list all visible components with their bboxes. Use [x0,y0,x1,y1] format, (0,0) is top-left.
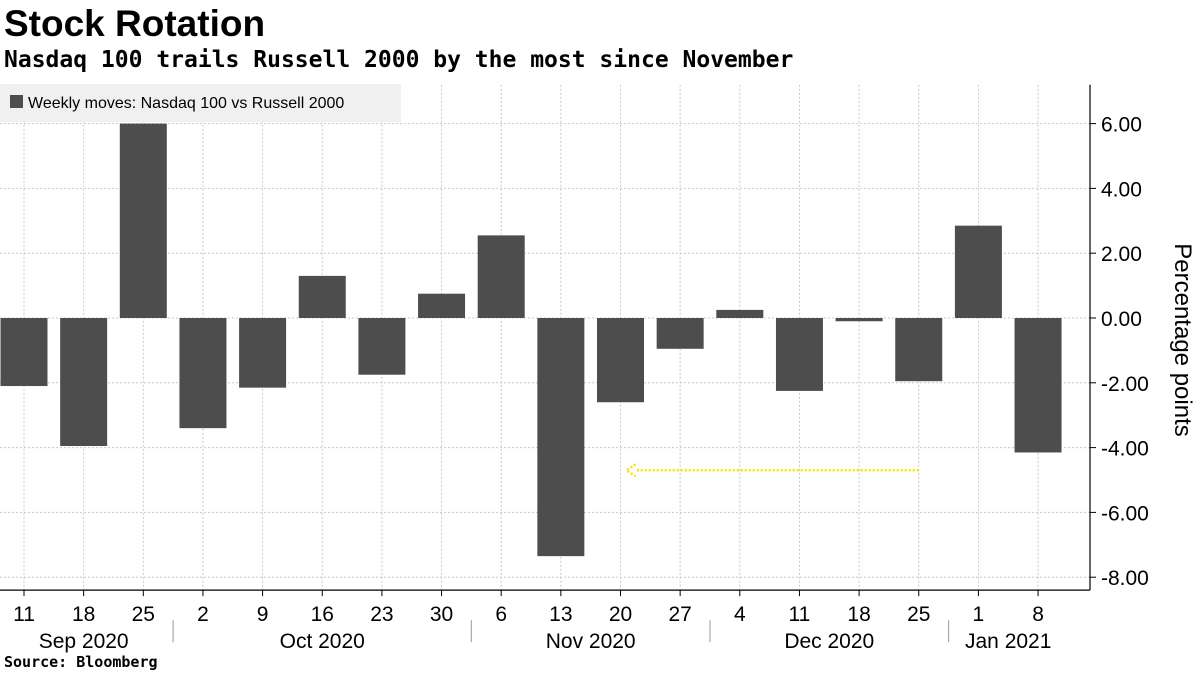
legend-swatch [10,95,23,108]
bar [537,318,585,557]
annotation [624,463,919,478]
bar [1014,318,1062,453]
chart-title: Stock Rotation [4,3,266,44]
legend-background [0,84,401,122]
source-note: Source: Bloomberg [4,653,158,671]
month-label: Nov 2020 [546,630,636,653]
y-axis-label: Percentage points [1169,243,1196,436]
x-tick-label: 8 [1032,603,1044,626]
x-tick-label: 20 [609,603,632,626]
y-tick-label: -6.00 [1101,502,1149,525]
x-tick-label: 1 [973,603,985,626]
bars [0,123,1062,557]
bar [298,275,346,318]
bar [716,309,764,318]
x-tick-label: 4 [734,603,746,626]
x-tick-label: 11 [13,603,35,626]
x-tick-label: 13 [549,603,572,626]
month-label: Sep 2020 [39,630,129,653]
month-label: Jan 2021 [965,630,1051,653]
bar [60,318,108,446]
x-tick-label: 6 [495,603,507,626]
x-tick-label: 27 [668,603,691,626]
bar [179,318,227,429]
bar [954,225,1002,318]
month-label: Dec 2020 [784,630,874,653]
y-tick-label: -4.00 [1101,438,1149,461]
x-tick-label: 30 [430,603,453,626]
x-tick-label: 16 [311,603,334,626]
y-tick-label: 2.00 [1101,243,1142,266]
bar [358,318,406,375]
bar [835,318,883,322]
x-tick-label: 18 [72,603,95,626]
month-label: Oct 2020 [280,630,365,653]
y-tick-label: 6.00 [1101,114,1142,137]
y-tick-label: 4.00 [1101,178,1142,201]
legend: Weekly moves: Nasdaq 100 vs Russell 2000 [0,84,401,122]
bar [239,318,287,388]
x-tick-label: 25 [907,603,930,626]
bar [477,235,525,318]
bar [0,318,48,387]
bar [895,318,943,382]
bar [597,318,644,403]
y-tick-label: -2.00 [1101,373,1149,396]
annotation-arrow-head [624,463,637,478]
x-tick-label: 25 [132,603,155,626]
bar [119,123,167,318]
legend-label: Weekly moves: Nasdaq 100 vs Russell 2000 [28,95,344,112]
x-tick-label: 11 [789,603,811,626]
x-tick-label: 23 [370,603,393,626]
bar [418,293,466,318]
bar [775,318,823,391]
x-tick-label: 9 [257,603,269,626]
y-tick-label: 0.00 [1101,308,1142,331]
chart-subtitle: Nasdaq 100 trails Russell 2000 by the mo… [4,47,794,73]
bar [656,318,704,349]
x-tick-label: 2 [197,603,209,626]
x-tick-label: 18 [847,603,870,626]
y-tick-label: -8.00 [1101,567,1149,590]
